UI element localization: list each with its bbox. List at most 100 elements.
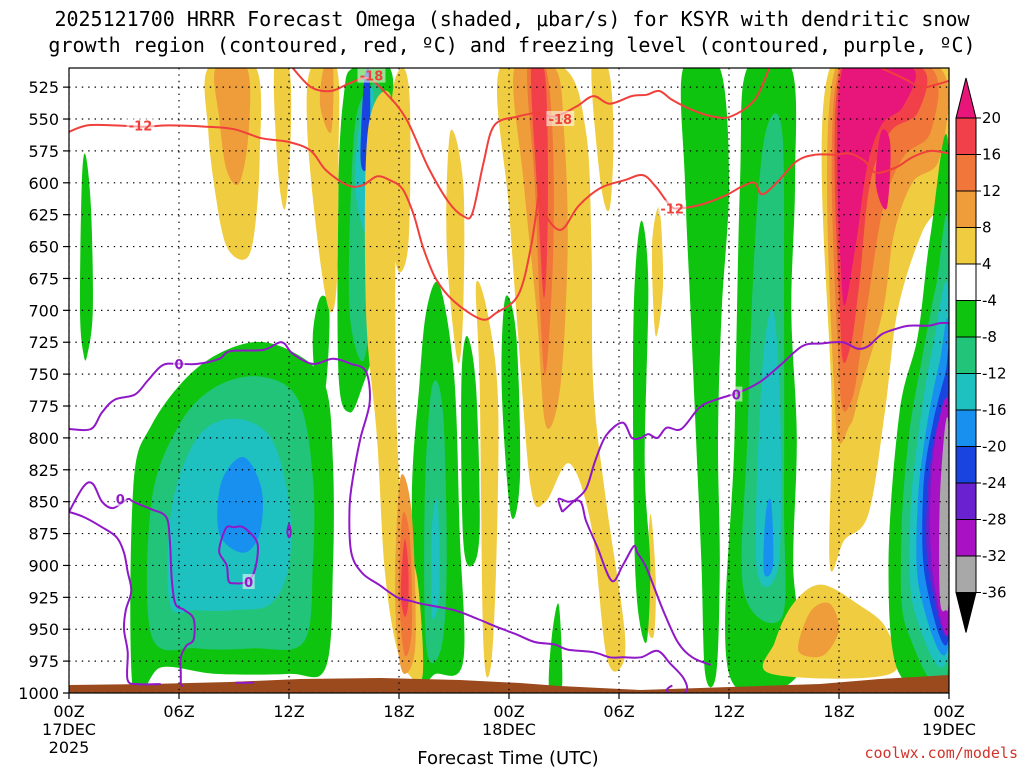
omega-region-sinking_motion-22	[391, 68, 411, 273]
y-tick-label-800: 800	[28, 429, 59, 448]
purple-contour-5	[286, 523, 292, 539]
x-tick-label-18: 18Z	[383, 702, 414, 721]
colorbar-label-8: -16	[982, 401, 1007, 419]
colorbar-bin-7	[955, 336, 977, 374]
purple-contour-0	[69, 341, 689, 693]
x-tick-label-48: 00Z	[933, 702, 964, 721]
purple-contour-8	[561, 321, 949, 513]
omega-region-sinking_motion-21	[364, 90, 424, 683]
colorbar-label-5: -4	[982, 292, 997, 310]
colorbar-label-3: 8	[982, 219, 992, 237]
purple-contours-layer	[69, 321, 949, 693]
x-tick-year-0: 2025	[49, 738, 90, 757]
omega-region-rising_motion-56	[939, 417, 949, 612]
colorbar-label-13: -36	[982, 584, 1007, 602]
red-contour-label-2: -18	[549, 113, 573, 128]
purple-contour-2	[69, 510, 161, 686]
x-tick-date-24: 18DEC	[482, 720, 536, 739]
purple-contour-label-0: 0	[174, 358, 183, 373]
red-contour-label-bg-0	[126, 117, 155, 133]
colorbar-bin-8	[955, 373, 977, 411]
credit-text: coolwx.com/models	[864, 744, 1018, 762]
purple-contour-1	[69, 481, 196, 685]
y-tick-label-750: 750	[28, 365, 59, 384]
x-tick-label-6: 06Z	[163, 702, 194, 721]
purple-contour-label-bg-1	[114, 491, 127, 507]
x-tick-date-0: 17DEC	[42, 720, 96, 739]
colorbar-bin-12	[955, 519, 977, 557]
colorbar-bin-13	[955, 555, 977, 593]
omega-region-rising_motion-40	[763, 498, 774, 577]
omega-region-rising_motion-15	[548, 603, 563, 693]
y-tick-label-975: 975	[28, 652, 59, 671]
purple-contour-label-4: 0	[244, 576, 253, 591]
y-tick-label-625: 625	[28, 206, 59, 225]
colorbar-bin-1	[955, 117, 977, 155]
red-contour-3	[538, 149, 949, 231]
colorbar-label-10: -24	[982, 474, 1007, 492]
y-tick-label-600: 600	[28, 174, 59, 193]
colorbar-label-6: -8	[982, 328, 997, 346]
y-tick-label-525: 525	[28, 78, 59, 97]
purple-contour-label-bg-0	[173, 355, 185, 371]
y-tick-label-925: 925	[28, 588, 59, 607]
y-tick-label-550: 550	[28, 110, 59, 129]
red-contour-label-3: -12	[660, 202, 684, 217]
colorbar-label-9: -20	[982, 438, 1007, 456]
purple-contour-label-1: 0	[116, 493, 125, 508]
omega-region-sinking_motion-47	[837, 68, 916, 306]
colorbar-label-1: 16	[982, 146, 1001, 164]
colorbar-bin-bottom	[955, 592, 977, 633]
omega-region-rising_motion-39	[755, 309, 782, 588]
y-tick-label-700: 700	[28, 301, 59, 320]
colorbar-bin-10	[955, 446, 977, 484]
red-contour-4	[880, 68, 949, 89]
omega-region-rising_motion-12	[431, 498, 440, 620]
y-tick-label-825: 825	[28, 461, 59, 480]
y-tick-label-725: 725	[28, 333, 59, 352]
omega-region-sinking_motion-48	[875, 129, 891, 210]
colorbar-label-4: 4	[982, 255, 992, 273]
red-contour-2	[536, 68, 771, 119]
red-contour-label-1: -18	[360, 70, 384, 85]
y-tick-label-1000: 1000	[18, 684, 59, 703]
y-tick-label-850: 850	[28, 493, 59, 512]
red-contour-label-bg-3	[658, 200, 687, 216]
y-tick-label-575: 575	[28, 142, 59, 161]
purple-contour-label-bg-4	[242, 574, 255, 590]
omega-region-rising_motion-5	[312, 295, 330, 395]
colorbar-bin-top	[955, 77, 977, 119]
x-tick-label-24: 00Z	[493, 702, 524, 721]
colorbar-bin-2	[955, 154, 977, 192]
purple-contour-7	[557, 497, 712, 666]
y-tick-label-650: 650	[28, 238, 59, 257]
colorbar-bin-4	[955, 227, 977, 265]
x-tick-label-0: 00Z	[53, 702, 84, 721]
omega-region-rising_motion-13	[461, 335, 480, 567]
chart-title-line-1: 2025121700 HRRR Forecast Omega (shaded, …	[54, 7, 970, 31]
y-axis: 525 550 575 600 625 650 675 700 725 750 775 800 825 8…	[18, 78, 69, 703]
omega-region-sinking_motion-18	[273, 68, 292, 210]
x-axis-title: Forecast Time (UTC)	[417, 748, 598, 768]
y-tick-label-675: 675	[28, 269, 59, 288]
terrain-layer	[69, 675, 949, 693]
x-tick-date-48: 19DEC	[922, 720, 976, 739]
colorbar-bin-5	[955, 263, 977, 301]
x-tick-label-30: 06Z	[603, 702, 634, 721]
omega-region-sinking_motion-27	[475, 280, 499, 678]
colorbar-bin-6	[955, 300, 977, 338]
terrain-surface	[69, 675, 949, 693]
omega-region-rising_motion-3	[217, 456, 263, 553]
red-contour-label-bg-2	[546, 111, 575, 127]
red-contour-label-bg-1	[357, 67, 386, 83]
colorbar: 20 16 12 8 4 -4 -8 -12 -16 -20 -24 -28 -32 -36	[955, 77, 1007, 633]
omega-region-rising_motion-36	[632, 220, 651, 644]
colorbar-label-7: -12	[982, 365, 1007, 383]
omega-region-rising_motion-4	[79, 153, 93, 361]
y-tick-label-950: 950	[28, 620, 59, 639]
omega-region-rising_motion-35	[680, 68, 730, 688]
colorbar-bin-3	[955, 190, 977, 228]
plot-area: -12 -18 -18 -12 0 0 0 0	[68, 67, 950, 694]
